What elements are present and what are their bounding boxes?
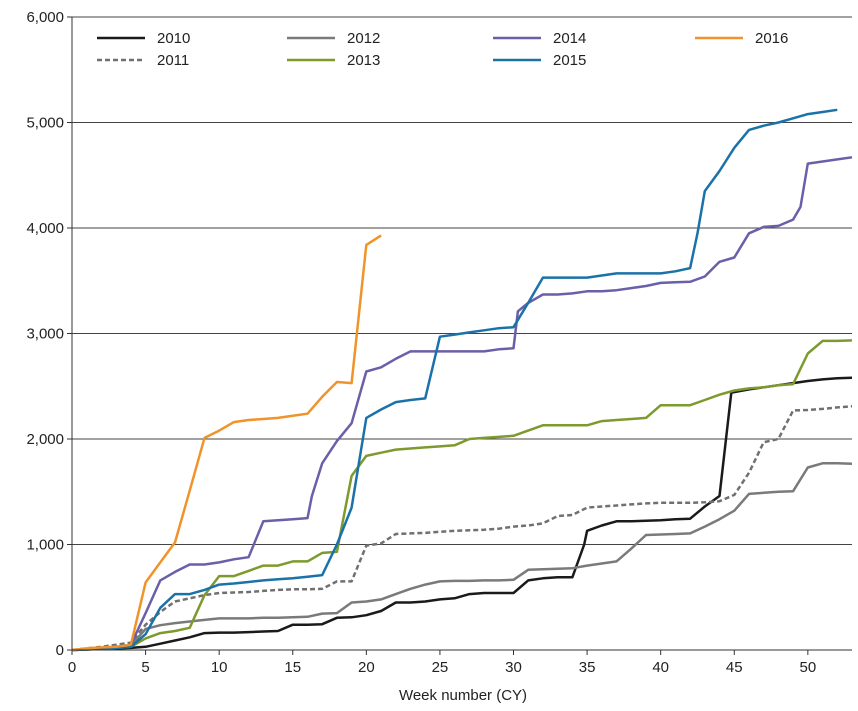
x-tick-label: 40 xyxy=(652,659,669,676)
y-tick-label: 0 xyxy=(56,642,64,659)
series-line-2011 xyxy=(71,405,853,652)
legend-label-2014: 2014 xyxy=(553,30,586,47)
x-tick-label: 15 xyxy=(284,659,301,676)
x-axis-title: Week number (CY) xyxy=(399,687,527,704)
series-line-2010 xyxy=(71,376,853,652)
x-tick-label: 25 xyxy=(432,659,449,676)
y-tick-label: 6,000 xyxy=(26,9,64,26)
legend-label-2015: 2015 xyxy=(553,52,586,69)
grid-lines xyxy=(72,16,852,545)
legend-label-2011: 2011 xyxy=(157,52,189,69)
x-tick-label: 35 xyxy=(579,659,596,676)
y-tick-label: 2,000 xyxy=(26,431,64,448)
series-line-2013 xyxy=(71,339,853,652)
x-tick-label: 45 xyxy=(726,659,743,676)
x-tick-label: 50 xyxy=(800,659,817,676)
y-tick-label: 3,000 xyxy=(26,326,64,343)
series-line-2016 xyxy=(71,234,382,652)
x-tick-label: 10 xyxy=(211,659,228,676)
series-line-2015 xyxy=(71,108,838,652)
x-axis: 0 5 10 15 20 25 30 35 40 45 50 xyxy=(68,649,852,676)
series-line-2014 xyxy=(71,156,853,652)
legend: 2010 2011 2012 2013 2014 2015 2016 xyxy=(97,30,788,69)
x-tick-label: 30 xyxy=(505,659,522,676)
legend-label-2012: 2012 xyxy=(347,30,380,47)
x-tick-label: 5 xyxy=(141,659,149,676)
legend-label-2010: 2010 xyxy=(157,30,190,47)
y-axis: 0 1,000 2,000 3,000 4,000 5,000 6,000 xyxy=(26,9,73,659)
y-tick-label: 5,000 xyxy=(26,115,64,132)
x-tick-label: 0 xyxy=(68,659,76,676)
series-line-2012 xyxy=(71,462,853,652)
y-tick-label: 4,000 xyxy=(26,220,64,237)
y-tick-label: 1,000 xyxy=(26,537,64,554)
legend-label-2013: 2013 xyxy=(347,52,380,69)
x-tick-label: 20 xyxy=(358,659,375,676)
legend-label-2016: 2016 xyxy=(755,30,788,47)
series-lines xyxy=(71,108,853,652)
